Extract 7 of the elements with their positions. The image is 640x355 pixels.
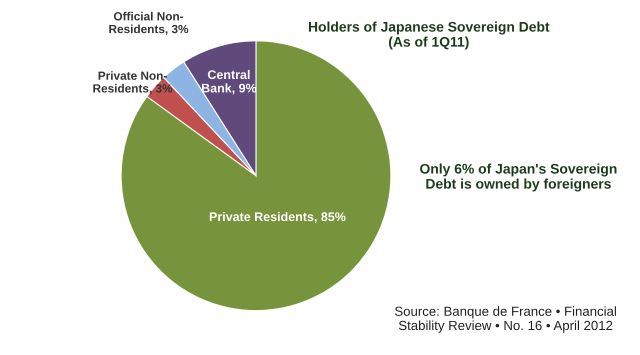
slice-label: Central Bank, 9% — [202, 70, 256, 94]
text: Only 6% of Japan's Sovereign Debt is owned by foreigners — [420, 163, 616, 192]
slice-label: Official Non- Residents, 3% — [109, 12, 188, 35]
slice-label: Private Non- Residents, 3% — [93, 71, 172, 94]
slice-label: Private Residents, 85% — [210, 212, 346, 223]
text: Holders of Japanese Sovereign Debt (As of 1Q11) — [308, 22, 550, 50]
source-note: Source: Banque de France • Financial Stability Review • No. 16 • April 2012 — [394, 306, 616, 333]
